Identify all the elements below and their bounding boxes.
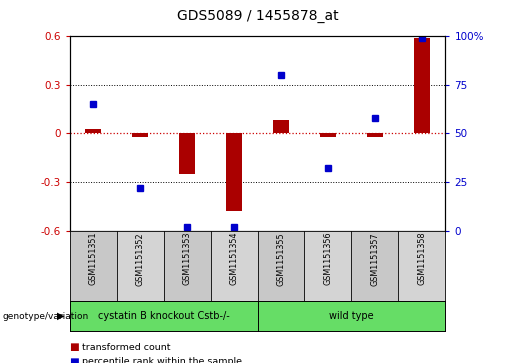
Text: cystatin B knockout Cstb-/-: cystatin B knockout Cstb-/-	[98, 311, 229, 321]
Text: GSM1151355: GSM1151355	[277, 232, 285, 286]
Bar	[179, 133, 195, 174]
Text: ▶: ▶	[57, 311, 64, 321]
Bar	[320, 133, 336, 136]
Bar	[85, 129, 101, 133]
Text: GSM1151352: GSM1151352	[135, 232, 145, 286]
Bar	[273, 121, 289, 133]
Text: GDS5089 / 1455878_at: GDS5089 / 1455878_at	[177, 9, 338, 23]
Text: GSM1151354: GSM1151354	[230, 232, 238, 285]
Text: wild type: wild type	[329, 311, 374, 321]
Text: ■: ■	[70, 342, 79, 352]
Bar	[414, 38, 430, 133]
Text: GSM1151356: GSM1151356	[323, 232, 333, 285]
Text: transformed count: transformed count	[82, 343, 171, 352]
Text: genotype/variation: genotype/variation	[3, 312, 89, 321]
Text: percentile rank within the sample: percentile rank within the sample	[82, 358, 243, 363]
Text: GSM1151358: GSM1151358	[418, 232, 426, 285]
Text: GSM1151351: GSM1151351	[89, 232, 97, 285]
Text: GSM1151357: GSM1151357	[370, 232, 380, 286]
Bar	[226, 133, 242, 211]
Bar	[367, 133, 383, 136]
Text: GSM1151353: GSM1151353	[182, 232, 192, 285]
Bar	[132, 133, 148, 136]
Text: ■: ■	[70, 357, 79, 363]
